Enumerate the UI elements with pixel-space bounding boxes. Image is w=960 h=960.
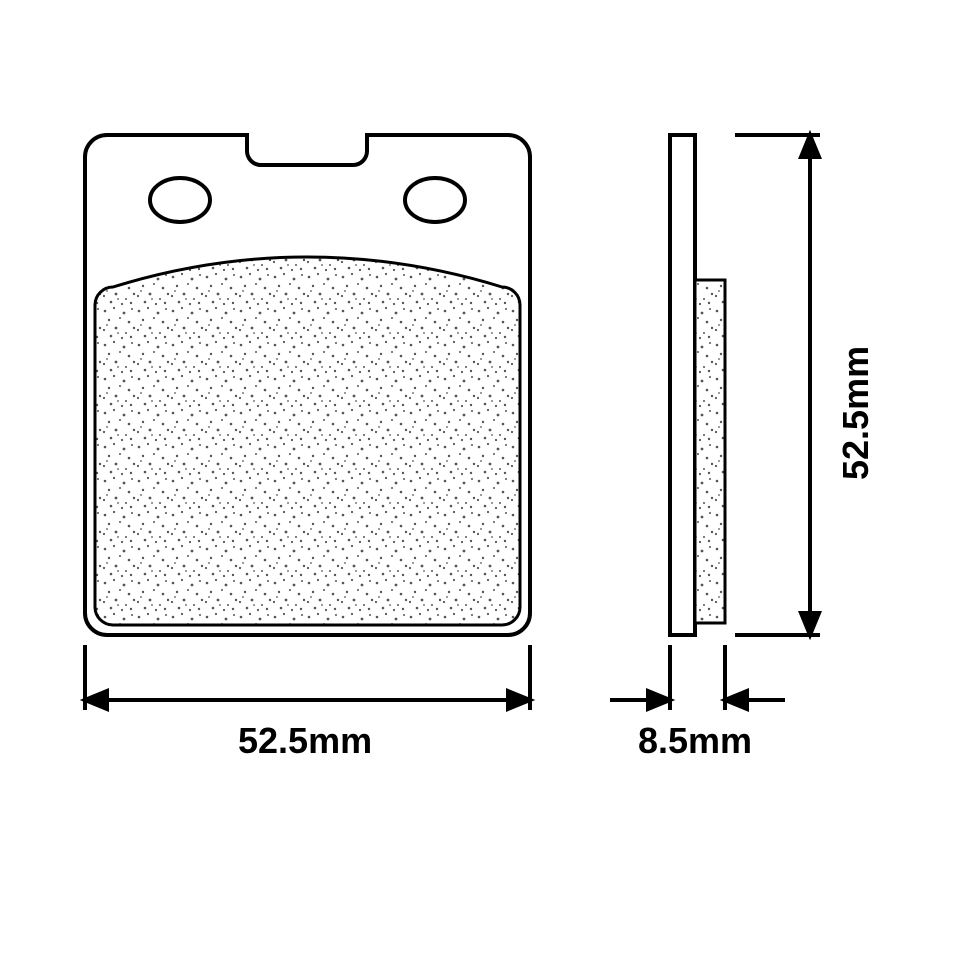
dim-height xyxy=(735,135,820,635)
dim-thickness-label: 8.5mm xyxy=(638,720,752,762)
side-friction-pad xyxy=(695,280,725,623)
diagram-canvas: 52.5mm 52.5mm 8.5mm xyxy=(0,0,960,960)
front-view xyxy=(85,135,530,635)
dim-height-label: 52.5mm xyxy=(835,346,877,480)
mount-hole-right xyxy=(405,178,465,222)
side-backplate xyxy=(670,135,695,635)
dim-width xyxy=(85,645,530,710)
dim-width-label: 52.5mm xyxy=(238,720,372,762)
mount-hole-left xyxy=(150,178,210,222)
friction-material xyxy=(95,257,520,625)
side-view xyxy=(670,135,725,635)
drawing-svg xyxy=(0,0,960,960)
dim-thickness xyxy=(610,645,785,710)
